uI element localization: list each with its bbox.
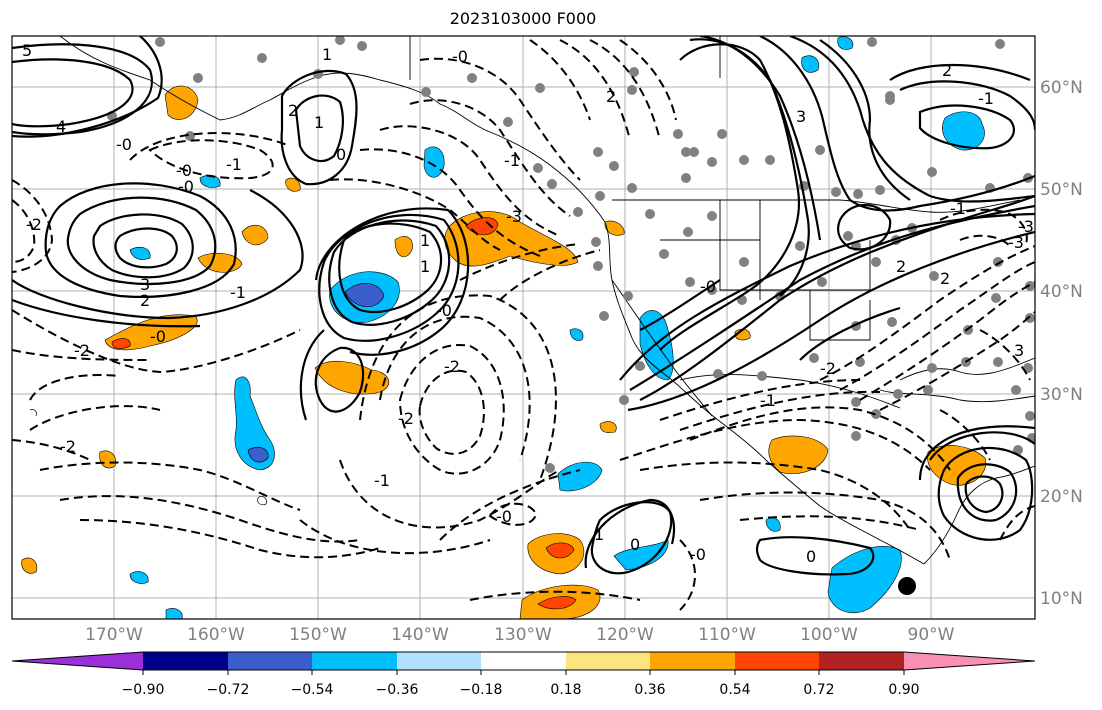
lat-label: 30°N <box>1040 385 1083 405</box>
lat-label: 60°N <box>1040 78 1083 98</box>
lon-label: 130°W <box>494 625 552 645</box>
contour-label: 2 <box>606 87 616 106</box>
negative-contours <box>12 39 1035 611</box>
colorbar-tick-label: 0.54 <box>719 682 750 698</box>
lat-label: 50°N <box>1040 180 1083 200</box>
colorbar-segment <box>12 652 143 670</box>
contour-labels: 5 4 -0 -0 1 1 0 2 -0 2 -1 1 -1 3 -0 2 1 … <box>22 41 1034 566</box>
lon-label: 170°W <box>85 625 143 645</box>
contour-label: -1 <box>760 391 776 410</box>
contour-label: -0 <box>700 277 716 296</box>
contour-label: -2 <box>60 437 76 456</box>
contour-label: 1 <box>420 231 430 250</box>
contour-label: -0 <box>178 177 194 196</box>
colorbar-tick-label: −0.54 <box>291 682 334 698</box>
colorbar-segment <box>228 652 312 670</box>
contour-label: -0 <box>436 301 452 320</box>
colorbar-segment <box>566 652 650 670</box>
contour-label: 0 <box>336 145 346 164</box>
contour-label: -2 <box>26 215 42 234</box>
contour-label: -0 <box>690 545 706 564</box>
contour-label: -1 <box>950 199 966 218</box>
contour-label: 2 <box>140 291 150 310</box>
contour-label: -0 <box>452 47 468 66</box>
latitude-labels: 60°N 50°N 40°N 30°N 20°N 10°N <box>1040 78 1083 609</box>
colorbar: −0.90 −0.72 −0.54 −0.36 −0.18 0.18 0.36 … <box>11 651 1036 698</box>
contour-label: 3 <box>796 107 806 126</box>
lon-label: 90°W <box>908 625 955 645</box>
map-frame <box>11 35 1036 620</box>
colorbar-segment <box>904 652 1035 670</box>
gridlines <box>12 36 1035 619</box>
contour-label: -0 <box>150 327 166 346</box>
colorbar-segment <box>397 652 481 670</box>
contour-label: 4 <box>56 117 66 136</box>
contour-label: -1 <box>978 89 994 108</box>
islands <box>29 409 267 506</box>
contour-label: 2 <box>896 257 906 276</box>
contour-label: 1 <box>594 525 604 544</box>
colorbar-segment <box>143 652 228 670</box>
shaded-anomaly-regions <box>21 36 987 619</box>
contour-label: 3 <box>140 275 150 294</box>
contour-label: -3 <box>1018 217 1034 236</box>
contour-label: -1 <box>504 151 520 170</box>
colorbar-segment <box>819 652 904 670</box>
lon-label: 160°W <box>187 625 245 645</box>
contour-label: 2 <box>940 269 950 288</box>
colorbar-segment <box>312 652 397 670</box>
lat-label: 40°N <box>1040 282 1083 302</box>
colorbar-tick-label: 0.18 <box>550 682 581 698</box>
colorbar-segment <box>735 652 819 670</box>
colorbar-segment <box>481 652 566 670</box>
contour-label: -2 <box>398 409 414 428</box>
contour-label: -0 <box>496 507 512 526</box>
contour-label: -3 <box>1008 233 1024 252</box>
colorbar-segment <box>650 652 735 670</box>
contour-label: -1 <box>374 471 390 490</box>
lon-label: 140°W <box>391 625 449 645</box>
colorbar-tick-label: −0.36 <box>376 682 419 698</box>
observation-stations <box>107 36 1035 473</box>
colorbar-tick-label: 0.72 <box>803 682 834 698</box>
colorbar-tick-label: 0.36 <box>634 682 665 698</box>
contour-label: -0 <box>116 135 132 154</box>
contour-label: 1 <box>314 113 324 132</box>
contour-label: -2 <box>444 357 460 376</box>
lon-label: 110°W <box>698 625 756 645</box>
lat-label: 20°N <box>1040 487 1083 507</box>
contour-label: 3 <box>1014 341 1024 360</box>
contour-label: 5 <box>22 41 32 60</box>
colorbar-tick-label: −0.18 <box>460 682 503 698</box>
contour-label: 1 <box>322 45 332 64</box>
colorbar-tick-label: −0.72 <box>207 682 250 698</box>
lon-label: 150°W <box>289 625 347 645</box>
positive-contours <box>12 36 1035 576</box>
lon-label: 100°W <box>800 625 858 645</box>
marker-dot <box>898 577 916 595</box>
colorbar-tick-label: 0.90 <box>888 682 919 698</box>
contour-label: -3 <box>506 207 522 226</box>
contour-label: -1 <box>230 283 246 302</box>
contour-label: 0 <box>806 547 816 566</box>
longitude-labels: 170°W 160°W 150°W 140°W 130°W 120°W 110°… <box>85 625 955 645</box>
lon-label: 120°W <box>596 625 654 645</box>
colorbar-tick-label: −0.90 <box>122 682 165 698</box>
contour-label: -2 <box>74 341 90 360</box>
contour-label: -2 <box>820 359 836 378</box>
contour-label: 2 <box>942 61 952 80</box>
contour-label: -1 <box>226 155 242 174</box>
map-title: 2023103000 F000 <box>449 9 597 28</box>
contour-label: 0 <box>630 535 640 554</box>
contour-label: 1 <box>420 257 430 276</box>
contour-label: 2 <box>288 101 298 120</box>
contour-label: -0 <box>176 161 192 180</box>
lat-label: 10°N <box>1040 589 1083 609</box>
